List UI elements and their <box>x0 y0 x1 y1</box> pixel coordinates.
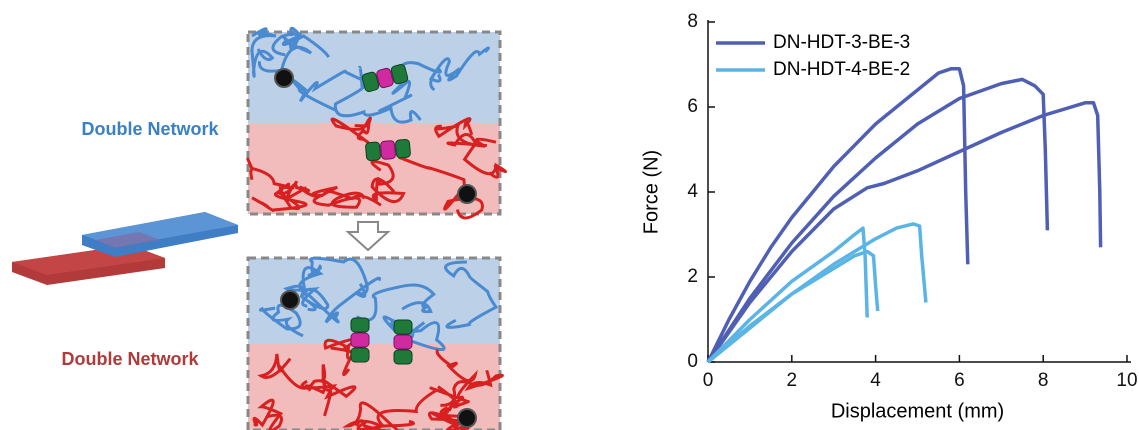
x-tick-label: 2 <box>787 370 798 391</box>
overlap <box>95 232 160 248</box>
x-tick-label: 4 <box>870 370 881 391</box>
series-line <box>706 67 970 363</box>
series-line <box>706 77 1050 363</box>
chain <box>291 69 372 112</box>
chain <box>377 61 442 113</box>
series-line <box>706 222 928 364</box>
chain <box>333 65 422 124</box>
chain <box>434 117 497 148</box>
chain <box>440 369 504 407</box>
legend-label: DN-HDT-3-BE-3 <box>773 32 910 53</box>
x-tick-label: 10 <box>1116 370 1137 391</box>
segment <box>376 67 394 89</box>
chain <box>311 185 366 209</box>
plot: 0 2 4 6 8 10 0 2 4 6 8 Displacement (mm) Force (N) DN… <box>640 11 1137 422</box>
series-line <box>706 101 1103 364</box>
label-blue: Double Network <box>81 119 219 139</box>
chain <box>257 353 327 395</box>
segment <box>380 140 396 160</box>
chain <box>252 398 284 430</box>
box-frame <box>246 256 502 430</box>
box-frame <box>246 30 502 216</box>
schematic: Double Network Double Network <box>12 26 508 430</box>
molecule <box>350 317 370 363</box>
molecule <box>365 138 411 162</box>
chain <box>307 256 369 298</box>
chain <box>282 284 330 312</box>
y-axis-label: Force (N) <box>640 150 662 234</box>
anchor <box>457 184 477 204</box>
label-red: Double Network <box>61 349 199 369</box>
segment <box>365 141 381 162</box>
molecule <box>393 319 413 365</box>
anchor <box>280 290 300 310</box>
chain <box>355 283 436 322</box>
chain <box>341 401 415 430</box>
chain <box>435 348 478 418</box>
y-tick-label: 2 <box>687 266 698 287</box>
y-tick-label: 0 <box>687 351 698 372</box>
segment <box>393 349 413 365</box>
chain <box>298 266 382 324</box>
chain <box>271 32 331 58</box>
x-tick-label: 6 <box>954 370 965 391</box>
chain <box>330 116 372 144</box>
chain <box>258 303 304 338</box>
segment <box>393 319 413 335</box>
segment <box>350 332 370 348</box>
anchor <box>457 408 477 428</box>
x-tick-label: 0 <box>703 370 714 391</box>
x-axis-label: Displacement (mm) <box>831 400 1004 422</box>
chain <box>300 364 357 417</box>
chain <box>251 184 308 213</box>
segment <box>393 334 413 350</box>
y-tick-label: 6 <box>687 96 698 117</box>
segment <box>390 64 409 85</box>
segment <box>350 347 370 363</box>
chain <box>446 132 508 179</box>
series-line <box>706 249 880 364</box>
chain <box>370 160 406 204</box>
anchor <box>274 68 294 88</box>
legend-label: DN-HDT-4-BE-2 <box>773 59 910 80</box>
molecule <box>361 64 409 92</box>
segment <box>361 71 380 92</box>
chain <box>444 260 499 329</box>
segment <box>395 138 411 159</box>
y-tick-label: 8 <box>687 11 698 32</box>
arrow <box>345 221 391 252</box>
x-tick-label: 8 <box>1038 370 1049 391</box>
y-tick-label: 4 <box>687 181 698 202</box>
chain <box>250 27 277 78</box>
segment <box>350 317 370 333</box>
